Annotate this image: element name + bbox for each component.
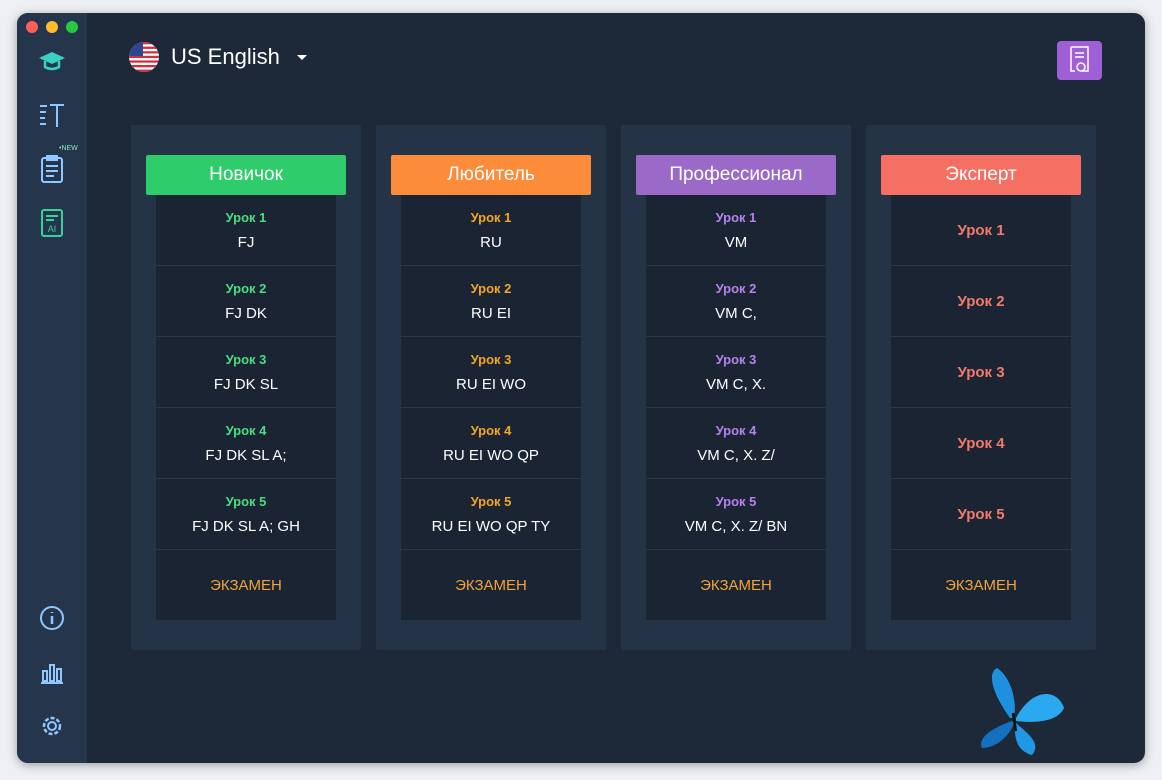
level-title: Профессионал bbox=[636, 155, 836, 195]
level-panel: Новичок Урок 1 FJ Урок 2 FJ DK Урок 3 FJ DK SL… bbox=[131, 125, 361, 650]
lessons-icon[interactable] bbox=[37, 46, 67, 76]
lesson-item[interactable]: Урок 3 FJ DK SL bbox=[156, 337, 336, 408]
lesson-item[interactable]: Урок 3 bbox=[891, 337, 1071, 408]
lesson-label: Урок 5 bbox=[957, 505, 1005, 523]
lesson-label: Урок 5 bbox=[225, 493, 267, 509]
svg-text:AI: AI bbox=[48, 224, 57, 234]
lesson-keys: VM C, X. Z/ BN bbox=[684, 517, 788, 535]
lesson-keys: FJ DK bbox=[225, 304, 267, 322]
lesson-label: Урок 5 bbox=[470, 493, 512, 509]
level-panel: Эксперт Урок 1 Урок 2 Урок 3 Урок 4 Урок 5 ЭКЗ… bbox=[866, 125, 1096, 650]
lesson-item[interactable]: Урок 2 VM C, bbox=[646, 266, 826, 337]
level-title: Новичок bbox=[146, 155, 346, 195]
dropdown-arrow bbox=[296, 55, 307, 60]
lesson-keys: FJ DK SL A; bbox=[205, 446, 287, 464]
lesson-keys: RU EI bbox=[470, 304, 511, 322]
text-icon[interactable] bbox=[37, 101, 67, 131]
lesson-item[interactable]: Урок 1 RU bbox=[401, 195, 581, 266]
lesson-label: Урок 2 bbox=[225, 280, 267, 296]
language-name: US English bbox=[171, 44, 280, 69]
lesson-keys: VM C, X. Z/ bbox=[697, 446, 775, 464]
zoom-button[interactable] bbox=[66, 21, 78, 33]
lesson-keys: VM C, X. bbox=[705, 375, 766, 393]
lesson-label: Урок 4 bbox=[957, 434, 1005, 452]
exam-button[interactable]: ЭКЗАМЕН bbox=[455, 576, 527, 594]
lesson-list: Урок 1 RU Урок 2 RU EI Урок 3 RU EI WO Урок 4 R… bbox=[401, 195, 581, 620]
language-selector[interactable]: US English bbox=[129, 41, 312, 73]
lesson-label: Урок 2 bbox=[470, 280, 512, 296]
close-button[interactable] bbox=[26, 21, 38, 33]
lesson-item[interactable]: Урок 1 FJ bbox=[156, 195, 336, 266]
lesson-item[interactable]: Урок 5 FJ DK SL A; GH bbox=[156, 479, 336, 550]
lesson-item[interactable]: Урок 4 FJ DK SL A; bbox=[156, 408, 336, 479]
lesson-label: Урок 2 bbox=[957, 292, 1005, 310]
lesson-label: Урок 4 bbox=[225, 422, 267, 438]
level-panel: Любитель Урок 1 RU Урок 2 RU EI Урок 3 RU EI W… bbox=[376, 125, 606, 650]
lesson-item[interactable]: Урок 4 RU EI WO QP bbox=[401, 408, 581, 479]
ai-icon[interactable]: AI bbox=[37, 208, 67, 238]
lesson-label: Урок 1 bbox=[715, 209, 757, 225]
minimize-button[interactable] bbox=[46, 21, 58, 33]
butterfly bbox=[981, 668, 1064, 755]
lesson-item[interactable]: Урок 2 FJ DK bbox=[156, 266, 336, 337]
lesson-keys: VM bbox=[724, 233, 748, 251]
new-badge: •NEW bbox=[59, 145, 78, 152]
exam-button[interactable]: ЭКЗАМЕН bbox=[945, 576, 1017, 594]
lesson-label: Урок 4 bbox=[470, 422, 512, 438]
lesson-keys: RU EI WO QP TY bbox=[431, 517, 551, 535]
lesson-item[interactable]: Урок 3 VM C, X. bbox=[646, 337, 826, 408]
lesson-list: Урок 1 Урок 2 Урок 3 Урок 4 Урок 5 ЭКЗАМЕН bbox=[891, 195, 1071, 620]
lesson-list: Урок 1 VM Урок 2 VM C, Урок 3 VM C, X. Урок 4 V… bbox=[646, 195, 826, 620]
lesson-label: Урок 4 bbox=[715, 422, 757, 438]
exam-button[interactable]: ЭКЗАМЕН bbox=[700, 576, 772, 594]
lesson-item[interactable]: Урок 4 VM C, X. Z/ bbox=[646, 408, 826, 479]
lesson-item[interactable]: Урок 1 VM bbox=[646, 195, 826, 266]
lesson-list: Урок 1 FJ Урок 2 FJ DK Урок 3 FJ DK SL Урок 4 F… bbox=[156, 195, 336, 620]
lesson-keys: FJ DK SL A; GH bbox=[192, 517, 300, 535]
lesson-label: Урок 3 bbox=[470, 351, 512, 367]
lesson-keys: RU bbox=[480, 233, 502, 251]
lesson-label: Урок 5 bbox=[715, 493, 757, 509]
settings-icon[interactable] bbox=[37, 711, 67, 741]
level-panel: Профессионал Урок 1 VM Урок 2 VM C, Урок 3 VM … bbox=[621, 125, 851, 650]
lesson-item[interactable]: Урок 3 RU EI WO bbox=[401, 337, 581, 408]
lesson-keys: RU EI WO bbox=[456, 375, 526, 393]
lesson-item[interactable]: Урок 2 bbox=[891, 266, 1071, 337]
stats-icon[interactable] bbox=[37, 657, 67, 687]
lesson-label: Урок 3 bbox=[225, 351, 267, 367]
tests-icon[interactable] bbox=[37, 154, 67, 184]
lesson-keys: FJ DK SL bbox=[213, 375, 279, 393]
lesson-item[interactable]: Урок 5 RU EI WO QP TY bbox=[401, 479, 581, 550]
sidebar: •NEW AI bbox=[17, 13, 87, 763]
window: •NEW AI US English Новичок Урок 1 FJ Урок 2… bbox=[17, 13, 1145, 763]
level-title: Эксперт bbox=[881, 155, 1081, 195]
lesson-label: Урок 2 bbox=[715, 280, 757, 296]
info-icon[interactable] bbox=[37, 603, 67, 633]
lesson-item[interactable]: Урок 1 bbox=[891, 195, 1071, 266]
lesson-item[interactable]: Урок 2 RU EI bbox=[401, 266, 581, 337]
lesson-label: Урок 3 bbox=[715, 351, 757, 367]
us-flag bbox=[129, 42, 159, 72]
lesson-label: Урок 1 bbox=[470, 209, 512, 225]
exam-button[interactable]: ЭКЗАМЕН bbox=[210, 576, 282, 594]
lesson-keys: FJ bbox=[237, 233, 255, 251]
lesson-item[interactable]: Урок 5 VM C, X. Z/ BN bbox=[646, 479, 826, 550]
lesson-item[interactable]: Урок 5 bbox=[891, 479, 1071, 550]
level-title: Любитель bbox=[391, 155, 591, 195]
lesson-keys: RU EI WO QP bbox=[443, 446, 539, 464]
certificate-button[interactable] bbox=[1057, 41, 1102, 80]
lesson-label: Урок 1 bbox=[225, 209, 267, 225]
lesson-label: Урок 3 bbox=[957, 363, 1005, 381]
lesson-item[interactable]: Урок 4 bbox=[891, 408, 1071, 479]
lesson-keys: VM C, bbox=[715, 304, 757, 322]
lesson-label: Урок 1 bbox=[957, 221, 1005, 239]
